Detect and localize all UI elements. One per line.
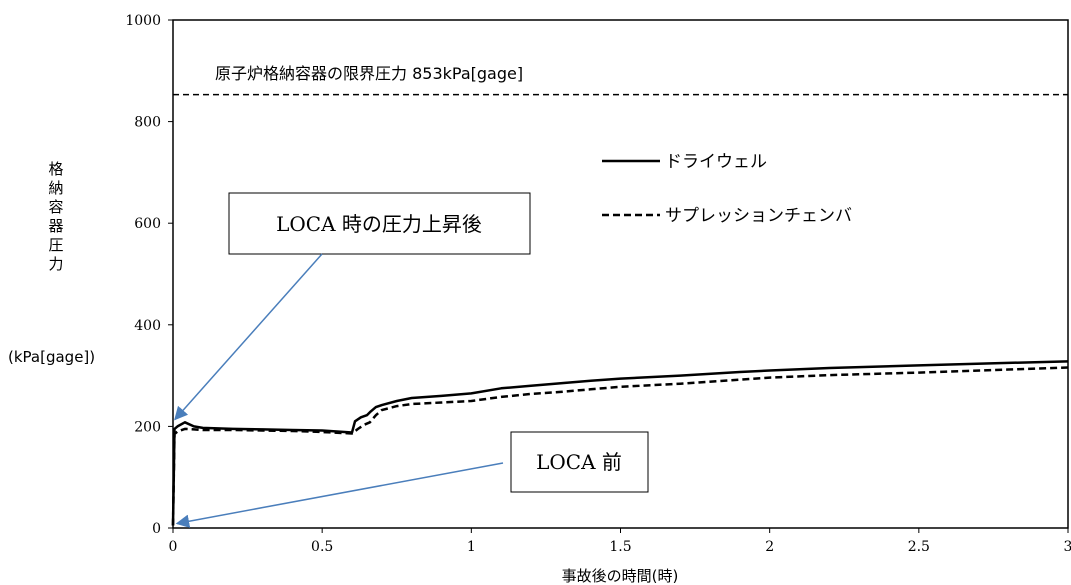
callout-box	[510, 431, 649, 493]
x-axis-title: 事故後の時間(時)	[562, 567, 679, 585]
legend-label-drywell: ドライウェル	[665, 152, 767, 172]
x-tick-label: 1.5	[609, 539, 631, 555]
callout-label: LOCA 時の圧力上昇後	[276, 212, 482, 236]
y-axis-title-char: 納	[48, 179, 63, 197]
callout-label: LOCA 前	[536, 450, 622, 474]
callout-box	[228, 192, 531, 255]
x-tick-label: 2.5	[908, 539, 930, 555]
callout-before-loca: LOCA 前	[175, 431, 649, 528]
y-axis-title-char: 器	[48, 217, 63, 235]
series-line-drywell	[171, 360, 1069, 526]
x-tick-label: 0	[169, 539, 178, 555]
series-group	[171, 360, 1069, 526]
x-tick-label: 0.5	[311, 539, 333, 555]
y-axis-title-char: 容	[48, 198, 63, 216]
y-axis-title-char: 力	[48, 255, 63, 273]
x-tick-label: 1	[467, 539, 476, 555]
y-tick-label: 800	[134, 115, 161, 131]
legend-label-suppression: サプレッションチェンバ	[665, 206, 852, 226]
y-tick-label: 600	[134, 216, 161, 232]
callout-arrow	[175, 462, 504, 528]
y-axis-title-char: 格	[48, 160, 63, 178]
y-axis-title-char: 圧	[48, 236, 63, 254]
y-tick-label: 1000	[125, 13, 161, 29]
y-tick-label: 0	[152, 521, 161, 537]
callout-arrow	[174, 253, 323, 421]
x-axis-ticks: 0 0.5 1 1.5 2 2.5 3	[169, 528, 1071, 555]
legend: ドライウェル サプレッションチェンバ	[602, 152, 852, 226]
limit-pressure-label: 原子炉格納容器の限界圧力 853kPa[gage]	[215, 64, 523, 83]
y-axis-ticks: 0 200 400 600 800 1000	[125, 13, 173, 537]
x-tick-label: 2	[765, 539, 774, 555]
callout-after-loca: LOCA 時の圧力上昇後	[174, 192, 531, 421]
y-tick-label: 400	[134, 318, 161, 334]
y-tick-label: 200	[134, 419, 161, 435]
series-line-suppression-chamber	[171, 366, 1069, 526]
x-tick-label: 3	[1064, 539, 1071, 555]
y-axis-unit: (kPa[gage])	[8, 348, 95, 366]
